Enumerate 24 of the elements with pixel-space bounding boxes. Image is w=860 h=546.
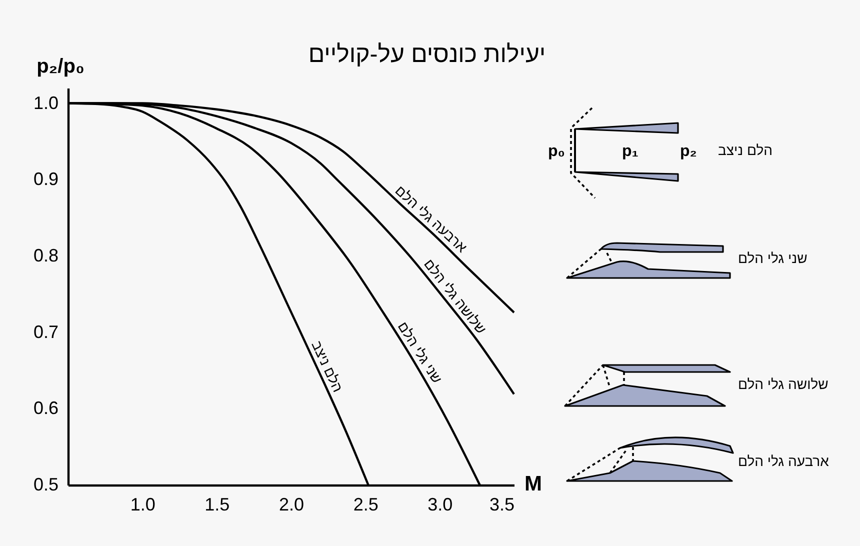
text: ארבעה גלי הלם — [738, 453, 829, 469]
x-tick-label: 2.0 — [278, 494, 304, 514]
y-tick-label: 1.0 — [33, 92, 58, 113]
y-tick-label: 0.6 — [33, 398, 58, 418]
y-axis-title: p₂/p₀ — [36, 56, 84, 78]
y-tick-label: 0.5 — [33, 474, 58, 494]
x-tick-label: 2.5 — [353, 494, 378, 514]
chart-title: יעילות כונסים על-קוליים — [308, 41, 546, 68]
x-tick-label: 1.5 — [204, 494, 230, 514]
x-tick-label: 3.5 — [489, 494, 514, 514]
text: p₂ — [680, 143, 697, 160]
text: p₁ — [622, 143, 639, 160]
text: ארבעה גלי הלם — [392, 182, 470, 256]
text: הלם ניצב — [308, 338, 346, 394]
x-axis-title: M — [524, 472, 542, 496]
text: שלושה גלי הלם — [738, 376, 828, 392]
x-tick-label: 1.0 — [130, 494, 156, 514]
y-tick-label: 0.9 — [33, 169, 58, 190]
text: p₀ — [548, 143, 565, 160]
text: שני גלי הלם — [738, 250, 808, 266]
text: הלם ניצב — [718, 142, 772, 158]
x-tick-label: 3.0 — [428, 494, 453, 514]
y-tick-label: 0.8 — [33, 245, 58, 266]
y-tick-label: 0.7 — [33, 322, 58, 342]
